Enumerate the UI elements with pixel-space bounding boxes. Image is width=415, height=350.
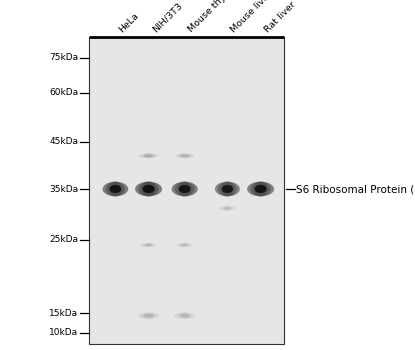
Ellipse shape — [144, 314, 154, 317]
Ellipse shape — [140, 313, 157, 319]
Ellipse shape — [179, 185, 190, 193]
Ellipse shape — [135, 182, 162, 196]
Ellipse shape — [218, 182, 237, 196]
Text: 35kDa: 35kDa — [49, 184, 78, 194]
Ellipse shape — [110, 185, 121, 193]
Ellipse shape — [174, 313, 195, 319]
Text: 60kDa: 60kDa — [49, 88, 78, 97]
Text: 45kDa: 45kDa — [49, 137, 78, 146]
Ellipse shape — [224, 207, 231, 210]
Ellipse shape — [172, 182, 198, 196]
Ellipse shape — [176, 243, 193, 247]
Ellipse shape — [215, 182, 240, 196]
Ellipse shape — [140, 243, 157, 247]
Text: HeLa: HeLa — [117, 10, 141, 34]
Ellipse shape — [142, 182, 155, 196]
Ellipse shape — [219, 206, 236, 211]
Ellipse shape — [181, 244, 188, 246]
Ellipse shape — [180, 154, 189, 157]
Ellipse shape — [251, 182, 271, 196]
Text: NIH/3T3: NIH/3T3 — [151, 1, 184, 34]
Ellipse shape — [139, 153, 159, 158]
Ellipse shape — [109, 182, 122, 196]
Ellipse shape — [138, 313, 159, 319]
Ellipse shape — [175, 153, 195, 158]
Ellipse shape — [103, 182, 128, 196]
Ellipse shape — [180, 314, 190, 317]
Text: S6 Ribosomal Protein (RPS6): S6 Ribosomal Protein (RPS6) — [296, 184, 415, 194]
Ellipse shape — [139, 182, 159, 196]
Ellipse shape — [106, 182, 125, 196]
Bar — [89, 37, 284, 344]
Ellipse shape — [144, 154, 153, 157]
Text: 25kDa: 25kDa — [49, 235, 78, 244]
Ellipse shape — [178, 182, 191, 196]
Text: 75kDa: 75kDa — [49, 53, 78, 62]
Text: 15kDa: 15kDa — [49, 309, 78, 318]
Ellipse shape — [141, 153, 156, 158]
Ellipse shape — [254, 185, 267, 193]
Ellipse shape — [222, 185, 233, 193]
Ellipse shape — [221, 182, 234, 196]
Ellipse shape — [177, 313, 193, 319]
Text: Mouse liver: Mouse liver — [229, 0, 274, 34]
Ellipse shape — [142, 185, 155, 193]
Text: 10kDa: 10kDa — [49, 328, 78, 337]
Ellipse shape — [145, 244, 152, 246]
Ellipse shape — [254, 182, 267, 196]
Ellipse shape — [247, 182, 274, 196]
Text: Mouse thymus: Mouse thymus — [187, 0, 242, 34]
Ellipse shape — [175, 182, 195, 196]
Text: Rat liver: Rat liver — [263, 0, 297, 34]
